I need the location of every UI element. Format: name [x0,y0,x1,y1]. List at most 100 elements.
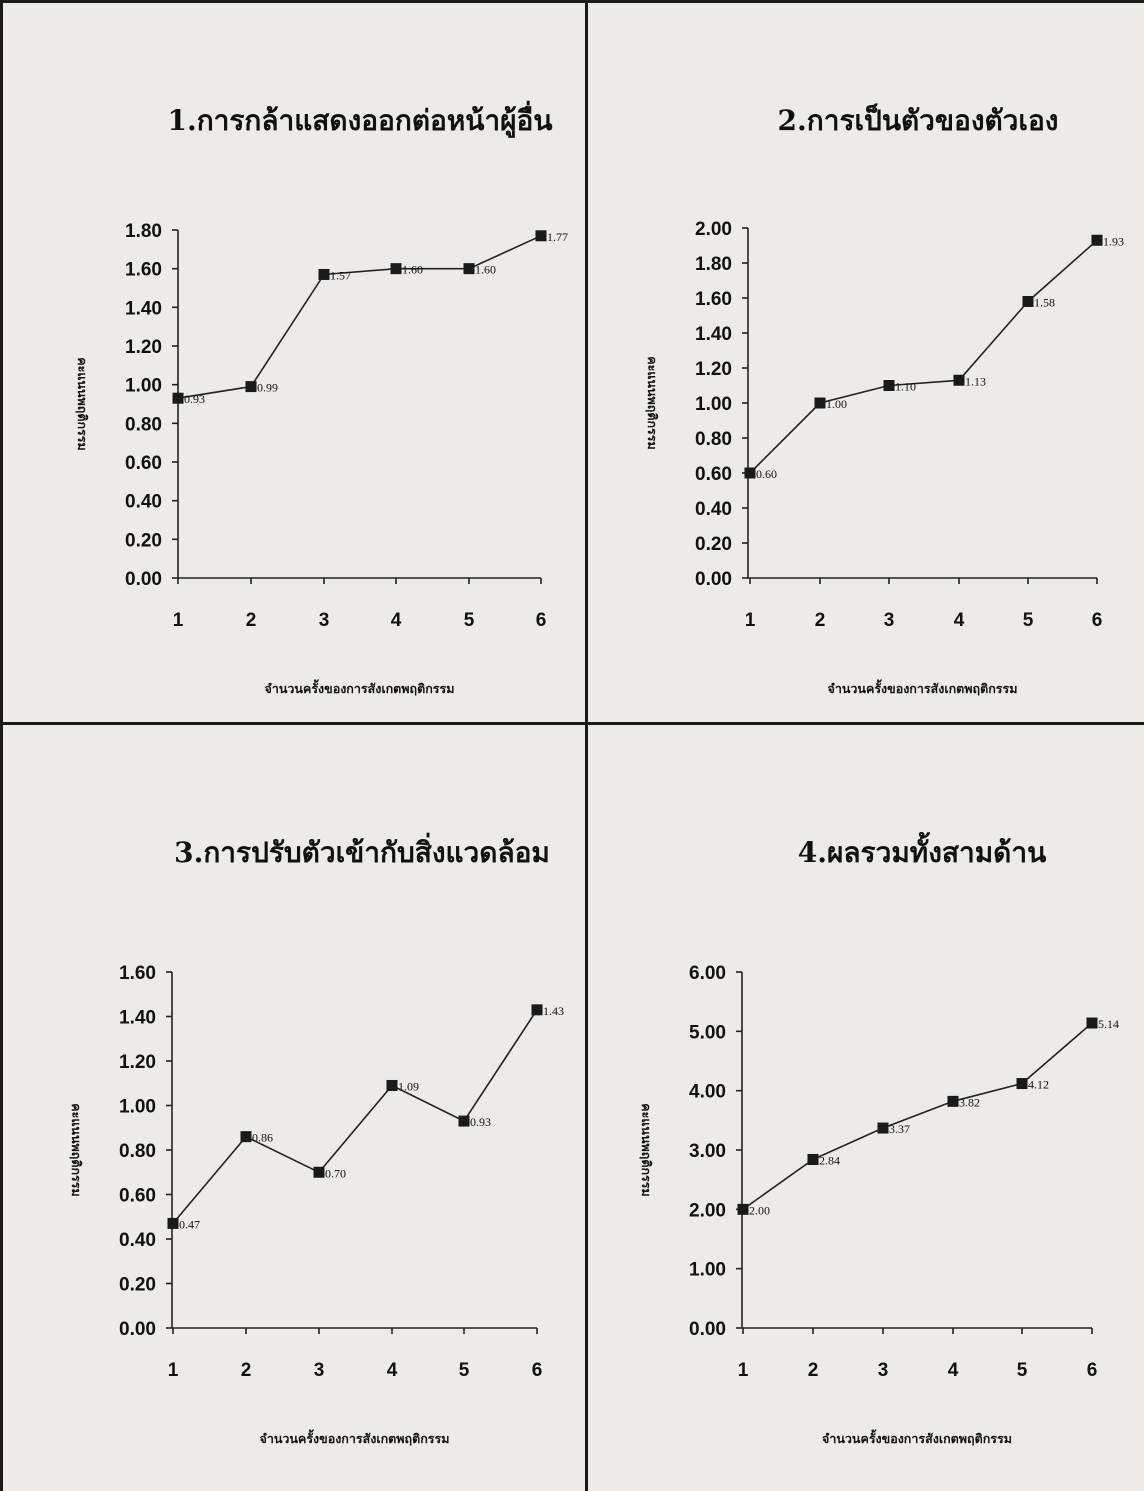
x-tick-label: 5 [1017,1360,1028,1381]
x-tick-label: 5 [464,610,475,631]
data-label: 3.82 [959,1095,980,1109]
data-point-marker [1086,1017,1098,1029]
x-axis-title: จำนวนครั้งของการสังเกตพฤติกรรม [828,679,1018,696]
data-label: 0.86 [252,1131,273,1145]
y-tick-label: 6.00 [689,963,726,984]
y-tick-label: 0.00 [695,569,732,590]
data-point-marker [240,1131,252,1143]
data-point-marker [167,1217,179,1229]
data-point-marker [807,1153,819,1165]
x-axis-title: จำนวนครั้งของการสังเกตพฤติกรรม [260,1429,450,1446]
x-tick-label: 6 [532,1360,543,1381]
x-tick-label: 6 [536,610,547,631]
y-tick-label: 0.60 [695,464,732,485]
y-tick-label: 2.00 [695,219,732,240]
data-point-marker [947,1095,959,1107]
y-axis-title: คะแนนพฤติกรรม [639,1103,654,1196]
data-point-marker [386,1079,398,1091]
data-label: 1.43 [543,1004,564,1018]
data-label: 1.58 [1034,296,1055,310]
data-label: 0.47 [179,1217,200,1231]
x-tick-label: 1 [168,1360,179,1381]
chart-title: 1.การกล้าแสดงออกต่อหน้าผู้อื่น [167,100,552,138]
series-line [742,1022,1093,1210]
y-tick-label: 1.20 [695,359,732,380]
x-axis-title: จำนวนครั้งของการสังเกตพฤติกรรม [265,679,455,696]
y-tick-label: 1.80 [695,254,732,275]
data-label: 4.12 [1028,1078,1049,1092]
data-point-marker [172,392,184,404]
frame-divider-horizontal [0,722,1144,725]
y-tick-label: 0.60 [119,1186,156,1207]
data-label: 0.70 [325,1166,346,1180]
data-point-marker [744,467,756,479]
y-tick-label: 0.80 [125,414,162,435]
y-tick-label: 1.40 [119,1008,156,1029]
y-tick-label: 1.00 [695,394,732,415]
data-point-marker [313,1166,325,1178]
data-point-marker [877,1122,889,1134]
y-tick-label: 2.00 [689,1200,726,1221]
x-tick-label: 3 [878,1360,889,1381]
data-label: 5.14 [1098,1017,1119,1031]
data-label: 1.09 [398,1079,419,1093]
y-tick-label: 0.80 [119,1141,156,1162]
y-tick-label: 0.00 [125,569,162,590]
x-tick-label: 1 [745,610,756,631]
x-tick-label: 3 [314,1360,325,1381]
chart-title: 2.การเป็นตัวของตัวเอง [778,103,1059,137]
y-tick-label: 1.20 [119,1052,156,1073]
x-tick-label: 4 [387,1360,398,1381]
frame-border-top [0,0,1144,3]
x-tick-label: 4 [954,610,965,631]
data-label: 1.60 [402,263,423,277]
y-tick-label: 1.00 [689,1260,726,1281]
y-tick-label: 1.40 [125,298,162,319]
data-point-marker [814,397,826,409]
data-label: 0.60 [756,467,777,481]
x-tick-label: 5 [1023,610,1034,631]
y-tick-label: 0.80 [695,429,732,450]
data-point-marker [245,381,257,393]
y-tick-label: 0.40 [119,1230,156,1251]
y-tick-label: 0.40 [125,492,162,513]
data-label: 0.93 [470,1115,491,1129]
data-point-marker [1022,296,1034,307]
y-tick-label: 0.20 [119,1275,156,1296]
frame-border-left [0,0,3,1491]
data-point-marker [390,263,402,275]
x-tick-label: 1 [738,1360,749,1381]
data-label: 1.57 [330,268,351,282]
data-point-marker [737,1203,749,1215]
x-tick-label: 6 [1087,1360,1098,1381]
series-line [177,235,542,399]
y-tick-label: 0.00 [689,1319,726,1340]
y-axis-title: คะแนนพฤติกรรม [645,356,660,449]
series-line [172,1009,538,1224]
y-axis-title: คะแนนพฤติกรรม [75,357,90,450]
x-tick-label: 3 [884,610,895,631]
data-point-marker [1016,1078,1028,1090]
data-label: 3.37 [889,1122,910,1136]
x-tick-label: 2 [808,1360,819,1381]
x-tick-label: 2 [246,610,257,631]
y-tick-label: 0.20 [695,534,732,555]
data-label: 1.93 [1103,234,1124,248]
x-tick-label: 4 [391,610,402,631]
x-tick-label: 6 [1092,610,1103,631]
y-tick-label: 1.60 [695,289,732,310]
x-tick-label: 4 [948,1360,959,1381]
y-tick-label: 3.00 [689,1141,726,1162]
y-tick-label: 5.00 [689,1022,726,1043]
data-point-marker [463,263,475,275]
y-tick-label: 4.00 [689,1082,726,1103]
y-tick-label: 1.80 [125,221,162,242]
y-tick-label: 1.00 [119,1097,156,1118]
x-tick-label: 2 [815,610,826,631]
y-tick-label: 1.00 [125,376,162,397]
y-tick-label: 1.60 [119,963,156,984]
